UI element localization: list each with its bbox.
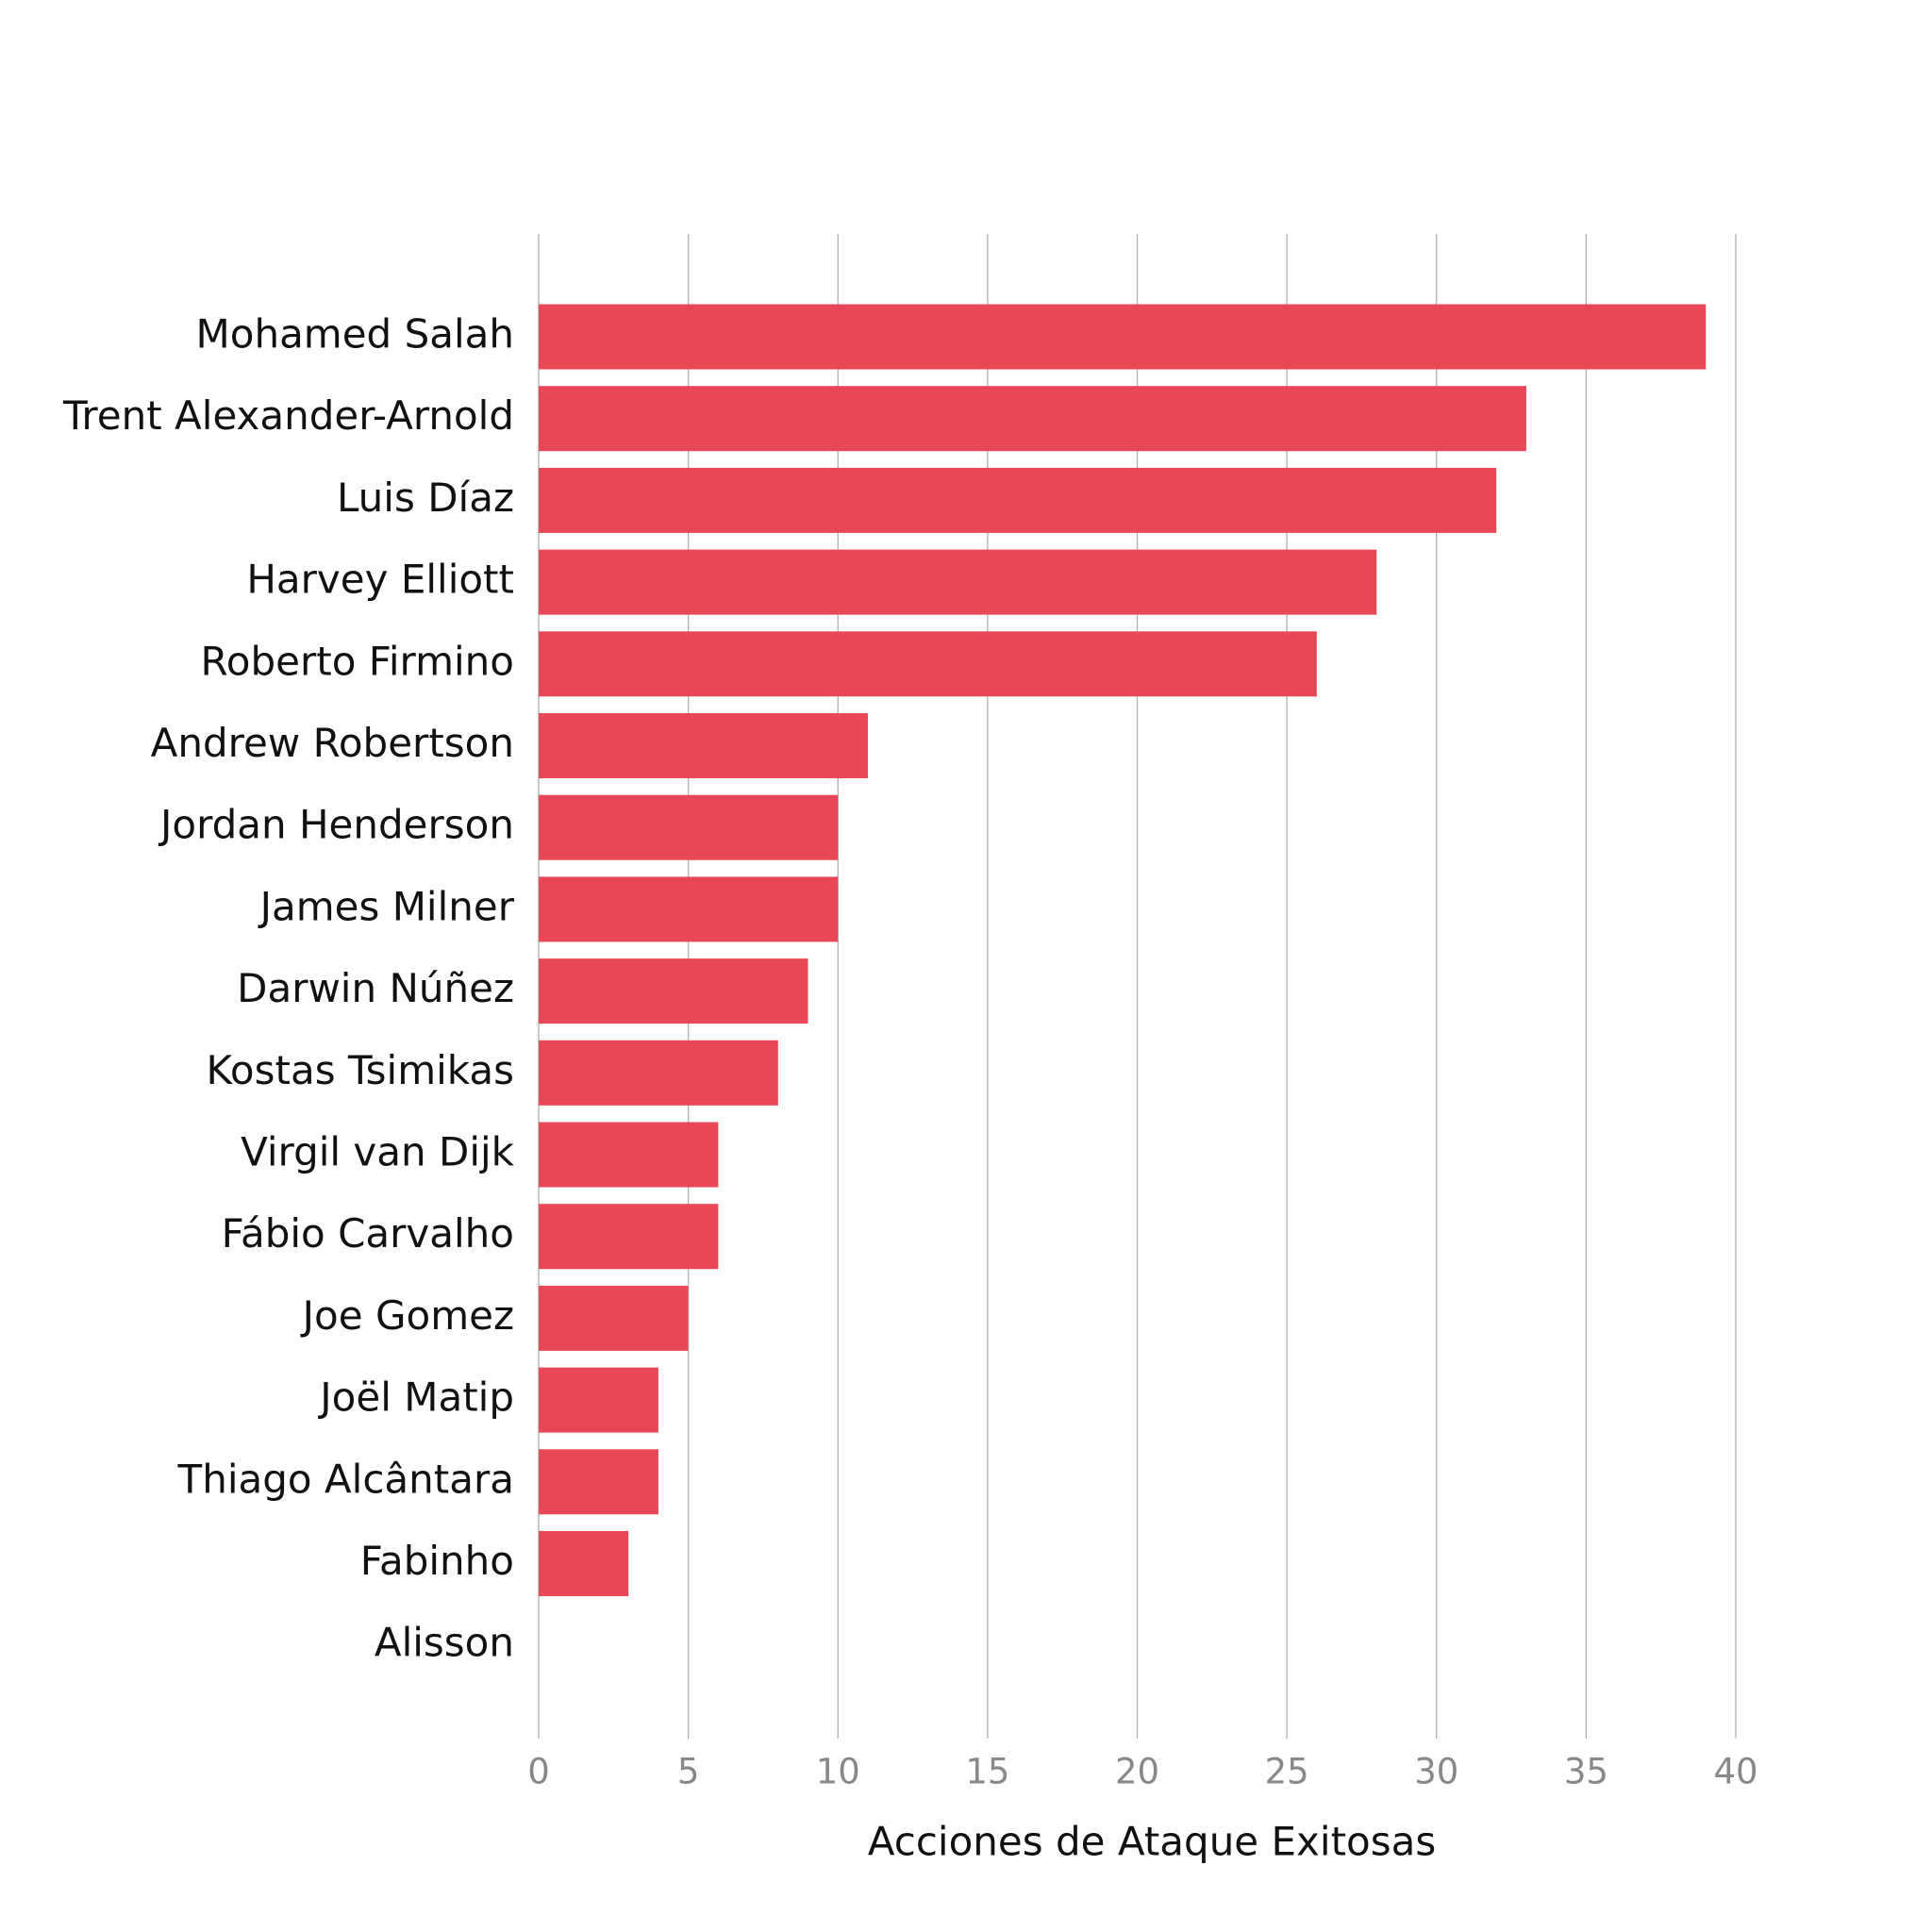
bar — [539, 1367, 658, 1433]
x-tick-label: 20 — [1115, 1752, 1159, 1792]
y-tick-label: Joe Gomez — [300, 1292, 514, 1339]
y-tick-label: Trent Alexander-Arnold — [62, 392, 514, 439]
x-tick-label: 35 — [1564, 1752, 1608, 1792]
bar — [539, 467, 1497, 533]
x-tick-label: 30 — [1414, 1752, 1458, 1792]
y-tick-label: Thiago Alcântara — [177, 1456, 514, 1502]
y-tick-label: James Milner — [258, 883, 515, 929]
x-tick-label: 15 — [965, 1752, 1009, 1792]
x-tick-label: 25 — [1265, 1752, 1309, 1792]
bar — [539, 958, 808, 1024]
y-tick-label: Jordan Henderson — [158, 802, 514, 848]
y-tick-label: Alisson — [375, 1620, 514, 1666]
y-tick-label: Virgil van Dijk — [241, 1129, 515, 1175]
bar — [539, 876, 839, 942]
x-tick-label: 10 — [816, 1752, 860, 1792]
y-tick-label: Kostas Tsimikas — [206, 1047, 514, 1093]
y-tick-label: Mohamed Salah — [196, 311, 514, 358]
bar — [539, 1285, 689, 1351]
x-tick-label: 0 — [527, 1752, 550, 1792]
y-tick-label: Fabinho — [360, 1538, 514, 1584]
y-tick-label: Roberto Firmino — [201, 638, 514, 684]
bar — [539, 549, 1377, 615]
y-tick-label: Darwin Núñez — [237, 965, 514, 1011]
x-tick-label: 5 — [677, 1752, 700, 1792]
bar — [539, 631, 1317, 697]
bar — [539, 794, 839, 860]
bar — [539, 1531, 629, 1596]
y-tick-label: Fábio Carvalho — [222, 1210, 514, 1257]
y-tick-label: Joël Matip — [317, 1374, 514, 1421]
y-tick-label: Luis Díaz — [337, 475, 514, 521]
y-tick-label: Harvey Elliott — [246, 557, 514, 603]
x-axis-label: Acciones de Ataque Exitosas — [868, 1819, 1436, 1865]
bar — [539, 304, 1707, 370]
bar — [539, 713, 868, 778]
bar — [539, 1449, 658, 1515]
x-tick-label: 40 — [1713, 1752, 1757, 1792]
bar — [539, 1040, 778, 1106]
bar — [539, 386, 1526, 452]
y-tick-label: Andrew Robertson — [151, 720, 514, 766]
bar — [539, 1122, 719, 1188]
bar — [539, 1204, 719, 1270]
